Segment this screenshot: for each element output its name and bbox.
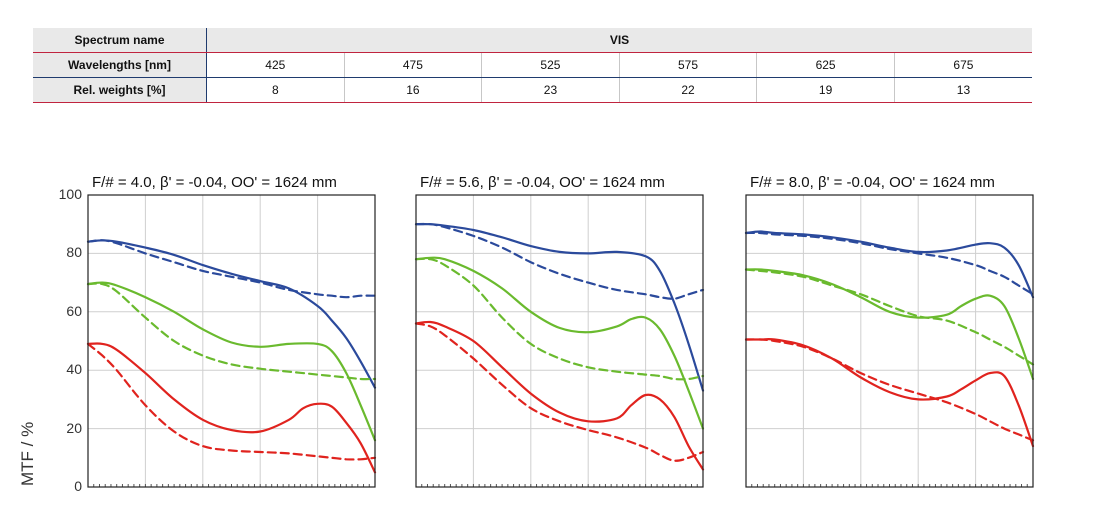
chart-title: F/# = 8.0, β' = -0.04, OO' = 1624 mm [750, 174, 995, 191]
spectrum-name-row: Spectrum name VIS [33, 28, 1032, 53]
series-line-solid [744, 230, 1035, 299]
chart-title: F/# = 5.6, β' = -0.04, OO' = 1624 mm [420, 174, 665, 191]
series-line-solid [86, 342, 377, 474]
series-line-solid [414, 256, 705, 430]
series-line-dashed [414, 222, 705, 300]
plot-frame [745, 194, 1034, 488]
y-tick-label: 60 [66, 302, 82, 319]
series-line-dashed [414, 257, 705, 381]
weight-cell: 13 [893, 77, 1032, 103]
y-tick-label: 80 [66, 244, 82, 261]
series-line-solid [86, 239, 377, 389]
y-axis-label: MTF / % [18, 421, 37, 486]
mtf-chart [744, 194, 1035, 488]
y-tick-label: 100 [58, 186, 82, 202]
y-tick-label: 0 [74, 478, 82, 494]
wavelengths-header: Wavelengths [nm] [33, 52, 207, 78]
mtf-chart [414, 194, 705, 488]
wavelength-cell: 625 [756, 52, 895, 78]
series-line-solid [86, 281, 377, 442]
series-line-solid [744, 338, 1035, 448]
wavelength-cell: 475 [343, 52, 482, 78]
series-line-solid [414, 223, 705, 392]
wavelength-cell: 525 [481, 52, 620, 78]
series-line-dashed [86, 239, 377, 299]
series-line-dashed [86, 342, 377, 461]
weight-cell: 16 [343, 77, 482, 103]
series-line-dashed [414, 322, 705, 462]
series-line-solid [414, 320, 705, 471]
weights-row: Rel. weights [%] 8 16 23 22 19 13 [33, 77, 1032, 103]
wavelength-cell: 425 [206, 52, 345, 78]
series-line-dashed [744, 231, 1035, 296]
series-line-dashed [744, 268, 1035, 366]
wavelength-cell: 675 [893, 52, 1032, 78]
wavelengths-row: Wavelengths [nm] 425 475 525 575 625 675 [33, 52, 1032, 78]
weight-cell: 22 [618, 77, 757, 103]
plot-frame [87, 194, 376, 488]
wavelength-cell: 575 [618, 52, 757, 78]
weights-header: Rel. weights [%] [33, 77, 207, 103]
weight-cell: 23 [481, 77, 620, 103]
series-line-dashed [86, 282, 377, 381]
spectrum-table: Spectrum name VIS Wavelengths [nm] 425 4… [33, 28, 1032, 103]
chart-title: F/# = 4.0, β' = -0.04, OO' = 1624 mm [92, 174, 337, 191]
series-line-solid [744, 268, 1035, 381]
plot-frame [415, 194, 704, 488]
mtf-charts: MTF / % 100 80 60 40 20 0 F/# = 4.0, β' = -0.0… [0, 160, 1115, 508]
weight-cell: 19 [756, 77, 895, 103]
spectrum-name-value: VIS [206, 28, 1032, 53]
y-tick-label: 40 [66, 361, 82, 378]
y-tick-label: 20 [66, 419, 82, 436]
spectrum-name-header: Spectrum name [33, 28, 207, 53]
series-line-dashed [744, 338, 1035, 442]
weight-cell: 8 [206, 77, 345, 103]
mtf-chart [86, 194, 377, 488]
